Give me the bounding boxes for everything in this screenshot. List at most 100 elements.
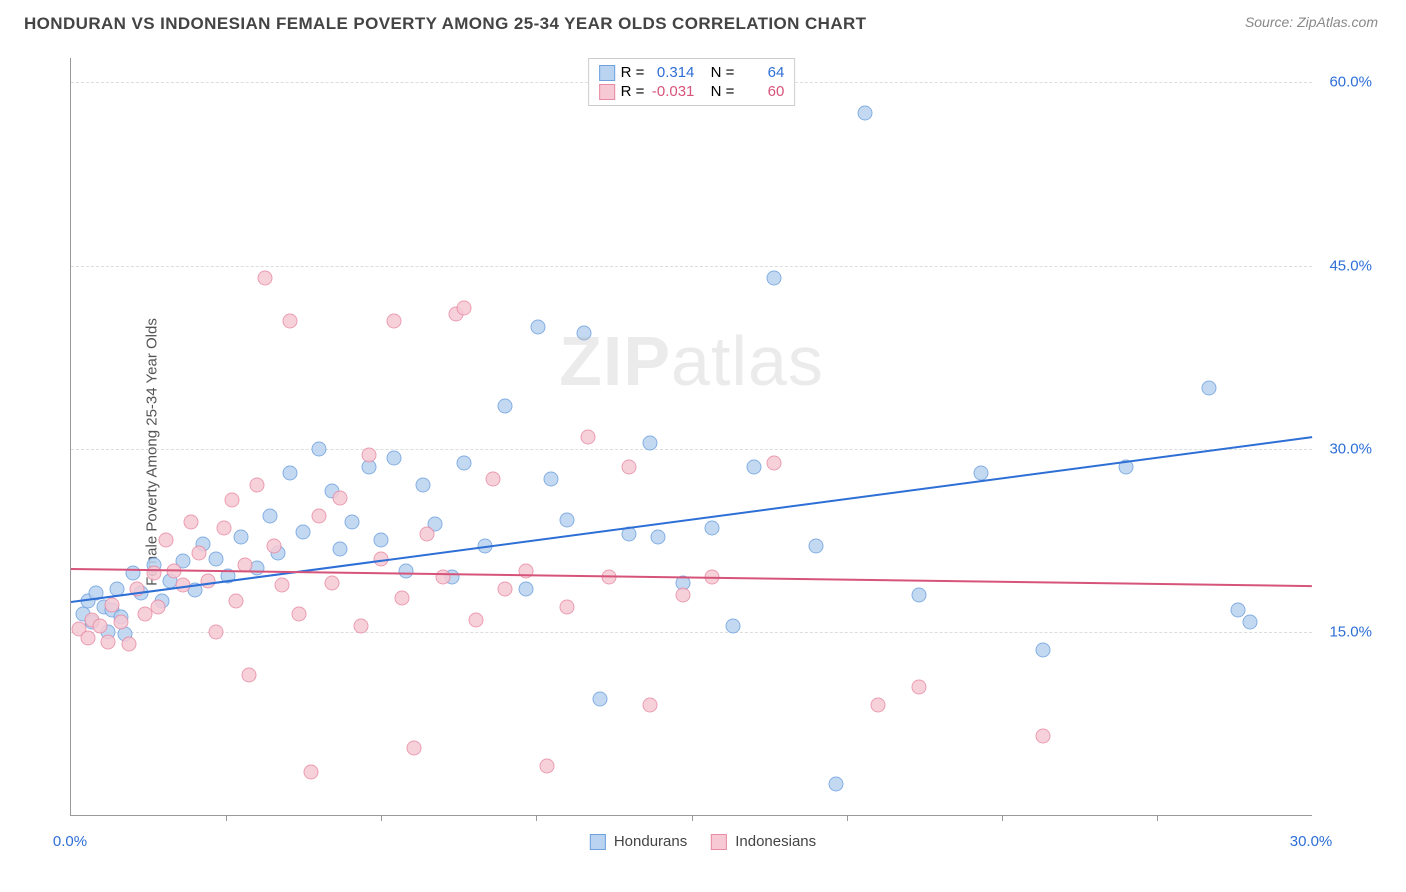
scatter-point-indonesians xyxy=(419,527,434,542)
n-label: N = xyxy=(711,64,735,81)
scatter-point-indonesians xyxy=(485,472,500,487)
scatter-point-indonesians xyxy=(912,679,927,694)
x-tick xyxy=(847,815,848,821)
scatter-point-hondurans xyxy=(543,472,558,487)
chart-source: Source: ZipAtlas.com xyxy=(1245,14,1378,30)
scatter-point-hondurans xyxy=(415,478,430,493)
scatter-point-hondurans xyxy=(560,512,575,527)
scatter-point-indonesians xyxy=(229,594,244,609)
scatter-point-indonesians xyxy=(560,600,575,615)
chart-header: HONDURAN VS INDONESIAN FEMALE POVERTY AM… xyxy=(0,0,1406,40)
x-tick xyxy=(226,815,227,821)
r-label: R = xyxy=(621,64,645,81)
watermark: ZIPatlas xyxy=(559,321,824,401)
legend-item-hondurans: Hondurans xyxy=(590,833,687,850)
gridline xyxy=(71,449,1312,450)
scatter-point-indonesians xyxy=(101,634,116,649)
legend-row-indonesians: R = -0.031 N = 60 xyxy=(599,82,785,101)
gridline xyxy=(71,632,1312,633)
scatter-point-hondurans xyxy=(576,325,591,340)
scatter-point-hondurans xyxy=(262,508,277,523)
scatter-point-indonesians xyxy=(407,740,422,755)
scatter-point-indonesians xyxy=(121,637,136,652)
scatter-point-indonesians xyxy=(150,600,165,615)
y-tick-label: 45.0% xyxy=(1329,257,1372,274)
scatter-point-indonesians xyxy=(622,460,637,475)
scatter-point-hondurans xyxy=(498,398,513,413)
scatter-point-indonesians xyxy=(208,624,223,639)
scatter-point-indonesians xyxy=(283,313,298,328)
x-tick xyxy=(381,815,382,821)
scatter-point-indonesians xyxy=(332,490,347,505)
correlation-legend: R = 0.314 N = 64 R = -0.031 N = 60 xyxy=(588,58,796,106)
plot-area: ZIPatlas R = 0.314 N = 64 R = -0.031 N =… xyxy=(70,58,1312,816)
swatch-hondurans xyxy=(590,834,606,850)
scatter-point-hondurans xyxy=(1230,602,1245,617)
scatter-point-indonesians xyxy=(394,590,409,605)
legend-label: Indonesians xyxy=(735,833,816,850)
scatter-point-indonesians xyxy=(353,618,368,633)
x-axis-label: 30.0% xyxy=(1290,833,1333,850)
scatter-point-hondurans xyxy=(399,563,414,578)
scatter-point-indonesians xyxy=(183,514,198,529)
y-tick-label: 30.0% xyxy=(1329,440,1372,457)
scatter-point-indonesians xyxy=(498,582,513,597)
scatter-point-indonesians xyxy=(303,765,318,780)
chart-title: HONDURAN VS INDONESIAN FEMALE POVERTY AM… xyxy=(24,14,866,34)
scatter-point-hondurans xyxy=(233,529,248,544)
scatter-point-indonesians xyxy=(581,429,596,444)
scatter-point-indonesians xyxy=(217,521,232,536)
scatter-point-indonesians xyxy=(159,533,174,548)
scatter-point-indonesians xyxy=(456,301,471,316)
scatter-point-indonesians xyxy=(113,615,128,630)
scatter-point-indonesians xyxy=(767,456,782,471)
scatter-point-indonesians xyxy=(291,606,306,621)
y-tick-label: 60.0% xyxy=(1329,74,1372,91)
legend-item-indonesians: Indonesians xyxy=(711,833,816,850)
scatter-point-indonesians xyxy=(386,313,401,328)
scatter-point-indonesians xyxy=(312,508,327,523)
scatter-point-indonesians xyxy=(436,569,451,584)
chart-container: Female Poverty Among 25-34 Year Olds ZIP… xyxy=(24,48,1382,856)
scatter-point-hondurans xyxy=(725,618,740,633)
scatter-point-indonesians xyxy=(266,539,281,554)
scatter-point-hondurans xyxy=(531,319,546,334)
scatter-point-hondurans xyxy=(746,460,761,475)
scatter-point-hondurans xyxy=(295,524,310,539)
scatter-point-indonesians xyxy=(192,545,207,560)
scatter-point-hondurans xyxy=(912,588,927,603)
scatter-point-indonesians xyxy=(643,698,658,713)
scatter-point-indonesians xyxy=(274,578,289,593)
scatter-point-indonesians xyxy=(146,566,161,581)
scatter-point-indonesians xyxy=(1036,728,1051,743)
scatter-point-hondurans xyxy=(651,529,666,544)
swatch-indonesians xyxy=(711,834,727,850)
scatter-point-indonesians xyxy=(200,573,215,588)
scatter-point-indonesians xyxy=(250,478,265,493)
n-label: N = xyxy=(711,83,735,100)
y-tick-label: 15.0% xyxy=(1329,623,1372,640)
r-value: 0.314 xyxy=(650,64,694,81)
scatter-point-indonesians xyxy=(105,598,120,613)
scatter-point-hondurans xyxy=(643,435,658,450)
x-axis-label: 0.0% xyxy=(53,833,87,850)
scatter-point-hondurans xyxy=(808,539,823,554)
swatch-hondurans xyxy=(599,65,615,81)
scatter-point-indonesians xyxy=(539,759,554,774)
scatter-point-hondurans xyxy=(332,541,347,556)
x-tick xyxy=(1002,815,1003,821)
scatter-point-indonesians xyxy=(676,588,691,603)
scatter-point-hondurans xyxy=(767,270,782,285)
scatter-point-indonesians xyxy=(80,630,95,645)
r-label: R = xyxy=(621,83,645,100)
legend-label: Hondurans xyxy=(614,833,687,850)
scatter-point-indonesians xyxy=(469,612,484,627)
series-legend: Hondurans Indonesians xyxy=(590,833,816,850)
swatch-indonesians xyxy=(599,84,615,100)
scatter-point-indonesians xyxy=(258,270,273,285)
n-value: 60 xyxy=(740,83,784,100)
scatter-point-indonesians xyxy=(92,618,107,633)
scatter-point-hondurans xyxy=(593,692,608,707)
n-value: 64 xyxy=(740,64,784,81)
x-tick xyxy=(1157,815,1158,821)
